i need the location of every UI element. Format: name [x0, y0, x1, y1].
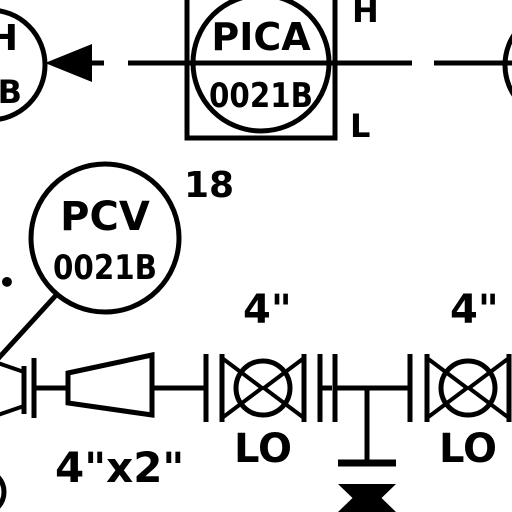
valve-2: 4" LO: [424, 287, 512, 472]
valve-1: 4" LO: [219, 287, 307, 472]
left-instrument-bubble: H B: [0, 8, 48, 122]
pcv-valve-body: [0, 361, 26, 417]
pica-square: [184, 0, 338, 141]
valve-1-size-label: 4": [243, 287, 292, 333]
pica-tag-line2: 0021B: [209, 76, 313, 116]
partial-mark-left: •: [0, 266, 16, 299]
pcv-tag-line2: 0021B: [53, 248, 157, 288]
pica-tag-line1: PICA: [211, 15, 311, 59]
drain-valve-bottom: [338, 484, 396, 512]
right-instrument-circle: [502, 33, 512, 97]
left-instrument-circle: [0, 8, 48, 122]
valve-1-state-label: LO: [234, 426, 292, 472]
valve-2-size-label: 4": [450, 287, 499, 333]
pcv-tag-line1: PCV: [60, 194, 150, 240]
bottom-left-partial-circle: [0, 475, 7, 509]
reducer-size-label: 4"x2": [55, 443, 184, 492]
valve-1-ball: [233, 358, 293, 418]
pica-high-label: H: [352, 0, 379, 30]
valve-2-left-wing: [425, 354, 471, 422]
pica-ref-number: 18: [184, 165, 234, 206]
valve-2-ball: [438, 358, 498, 418]
pcv-leader-line: [0, 291, 60, 361]
valve-2-right-wing: [465, 354, 511, 422]
valve-1-left-wing: [220, 354, 266, 422]
pica-instrument: PICA 0021B H L 18: [184, 0, 379, 206]
signal-arrowhead: [45, 44, 92, 82]
left-instrument-line2: B: [0, 73, 22, 111]
valve-1-right-wing: [260, 354, 306, 422]
pcv-circle: [28, 161, 182, 315]
left-instrument-line1: H: [0, 18, 18, 59]
reducer: [65, 351, 155, 418]
valve-2-state-label: LO: [439, 426, 497, 472]
pcv-instrument: PCV 0021B: [28, 161, 182, 315]
pica-low-label: L: [350, 107, 370, 145]
